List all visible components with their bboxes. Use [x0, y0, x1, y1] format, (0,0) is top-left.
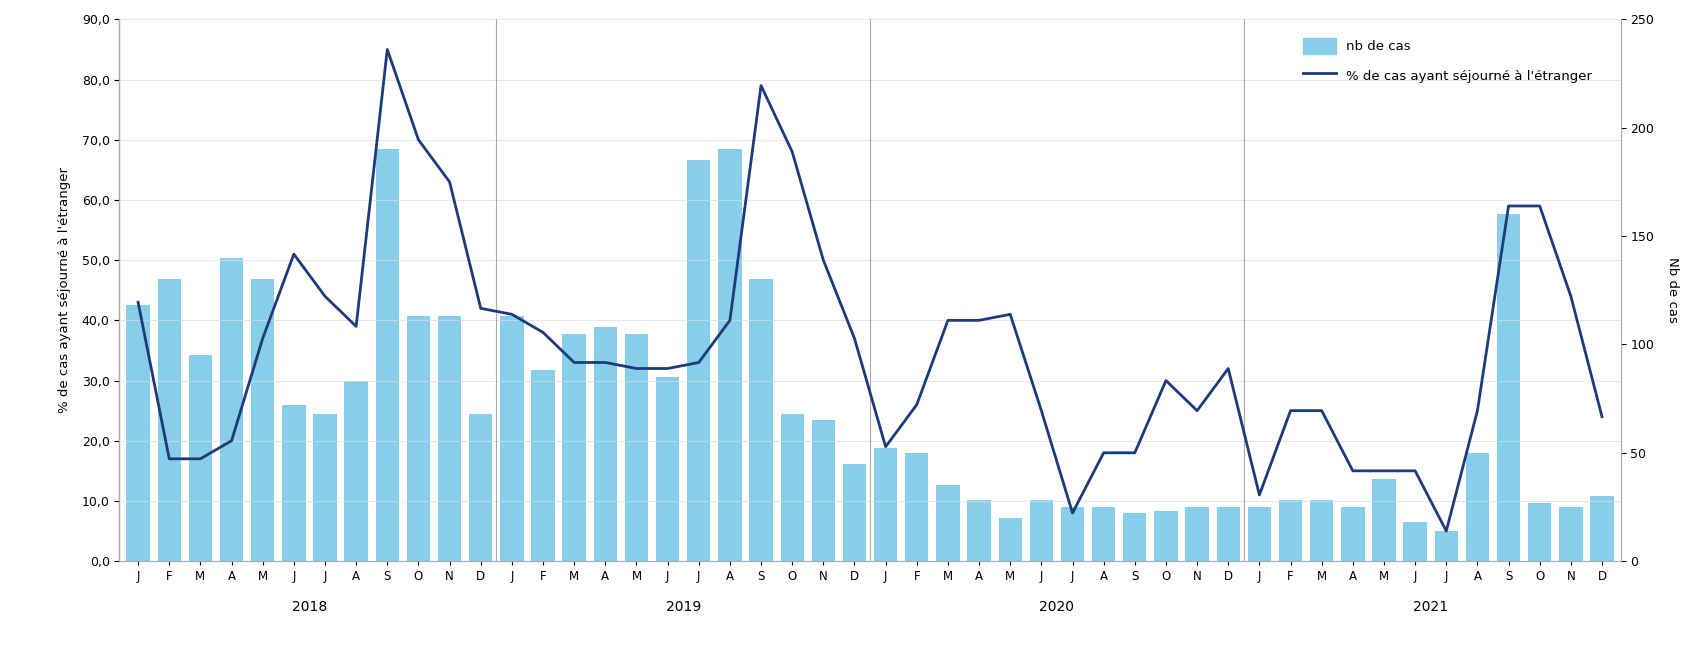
Bar	[220, 258, 244, 561]
Bar	[469, 414, 493, 561]
Bar	[530, 370, 554, 561]
Bar	[251, 279, 275, 561]
Bar	[997, 518, 1021, 561]
Bar	[157, 279, 181, 561]
Bar	[936, 485, 958, 561]
Bar	[1030, 501, 1052, 561]
Bar	[873, 448, 897, 561]
Bar	[1340, 507, 1364, 561]
Bar	[314, 414, 336, 561]
Bar	[593, 327, 617, 561]
Text: 2021: 2021	[1412, 600, 1448, 614]
Bar	[748, 279, 772, 561]
Bar	[1216, 507, 1240, 561]
Text: 2019: 2019	[665, 600, 701, 614]
Bar	[1246, 507, 1270, 561]
Bar	[1495, 214, 1519, 561]
Bar	[1558, 507, 1582, 561]
Bar	[1061, 507, 1084, 561]
Bar	[842, 464, 866, 561]
Bar	[1309, 501, 1333, 561]
Bar	[406, 316, 430, 561]
Bar	[812, 421, 834, 561]
Bar	[1434, 531, 1458, 561]
Bar	[1091, 507, 1115, 561]
Bar	[189, 355, 211, 561]
Bar	[126, 306, 150, 561]
Bar	[1465, 453, 1488, 561]
Bar	[438, 316, 460, 561]
Text: 2020: 2020	[1038, 600, 1074, 614]
Bar	[344, 381, 368, 561]
Bar	[655, 377, 679, 561]
Bar	[1279, 501, 1301, 561]
Bar	[718, 150, 742, 561]
Bar	[1154, 511, 1176, 561]
Bar	[624, 333, 648, 561]
Bar	[1403, 522, 1425, 561]
Y-axis label: Nb de cas: Nb de cas	[1666, 257, 1678, 323]
Text: 2018: 2018	[292, 600, 327, 614]
Bar	[781, 414, 803, 561]
Bar	[281, 405, 305, 561]
Bar	[687, 160, 709, 561]
Bar	[1185, 507, 1209, 561]
Bar	[1371, 479, 1395, 561]
Legend: nb de cas, % de cas ayant séjourné à l'étranger: nb de cas, % de cas ayant séjourné à l'é…	[1296, 32, 1598, 90]
Bar	[500, 316, 523, 561]
Bar	[1589, 496, 1613, 561]
Y-axis label: % de cas ayant séjourné à l'étranger: % de cas ayant séjourné à l'étranger	[58, 167, 70, 413]
Bar	[1528, 502, 1550, 561]
Bar	[375, 150, 399, 561]
Bar	[563, 333, 585, 561]
Bar	[967, 501, 991, 561]
Bar	[905, 453, 928, 561]
Bar	[1122, 513, 1146, 561]
